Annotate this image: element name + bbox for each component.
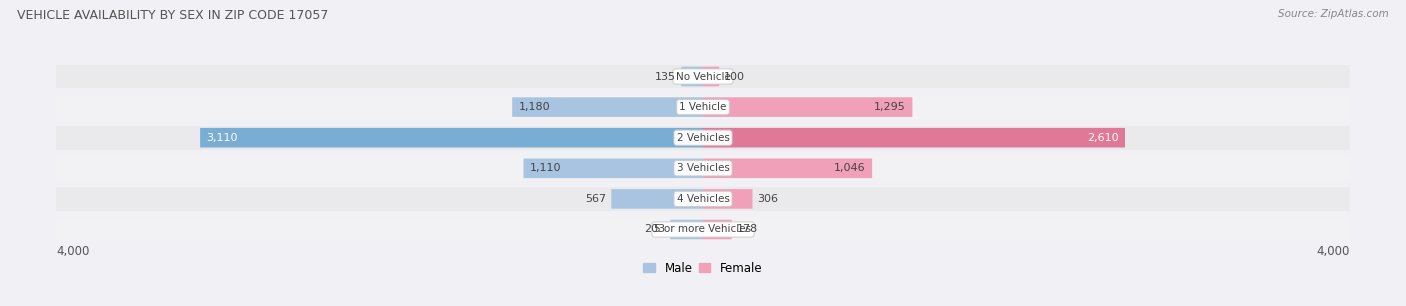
Text: No Vehicle: No Vehicle — [675, 72, 731, 81]
Text: 2 Vehicles: 2 Vehicles — [676, 133, 730, 143]
Bar — [56, 65, 1350, 88]
Text: 135: 135 — [655, 72, 676, 81]
FancyBboxPatch shape — [703, 97, 912, 117]
FancyBboxPatch shape — [681, 67, 703, 86]
Text: 1,046: 1,046 — [834, 163, 866, 173]
Text: 4,000: 4,000 — [56, 245, 90, 258]
Bar — [56, 156, 1350, 180]
FancyBboxPatch shape — [703, 159, 872, 178]
FancyBboxPatch shape — [200, 128, 703, 147]
Text: 567: 567 — [585, 194, 606, 204]
Text: 203: 203 — [644, 225, 665, 234]
FancyBboxPatch shape — [512, 97, 703, 117]
Text: 2,610: 2,610 — [1087, 133, 1119, 143]
Text: 1,180: 1,180 — [519, 102, 550, 112]
Text: 178: 178 — [737, 225, 758, 234]
Text: 3 Vehicles: 3 Vehicles — [676, 163, 730, 173]
Bar — [56, 187, 1350, 211]
Text: 3,110: 3,110 — [207, 133, 238, 143]
FancyBboxPatch shape — [703, 67, 720, 86]
Text: 306: 306 — [758, 194, 779, 204]
Bar — [56, 218, 1350, 241]
FancyBboxPatch shape — [523, 159, 703, 178]
Legend: Male, Female: Male, Female — [638, 257, 768, 279]
FancyBboxPatch shape — [703, 189, 752, 209]
Bar — [56, 126, 1350, 150]
FancyBboxPatch shape — [671, 220, 703, 239]
Text: 4 Vehicles: 4 Vehicles — [676, 194, 730, 204]
Text: 4,000: 4,000 — [1316, 245, 1350, 258]
Text: Source: ZipAtlas.com: Source: ZipAtlas.com — [1278, 9, 1389, 19]
Text: 1,110: 1,110 — [530, 163, 561, 173]
FancyBboxPatch shape — [703, 128, 1125, 147]
Text: 5 or more Vehicles: 5 or more Vehicles — [654, 225, 752, 234]
Text: 1 Vehicle: 1 Vehicle — [679, 102, 727, 112]
Text: 1,295: 1,295 — [875, 102, 905, 112]
FancyBboxPatch shape — [612, 189, 703, 209]
Bar — [56, 95, 1350, 119]
Text: 100: 100 — [724, 72, 745, 81]
FancyBboxPatch shape — [703, 220, 731, 239]
Text: VEHICLE AVAILABILITY BY SEX IN ZIP CODE 17057: VEHICLE AVAILABILITY BY SEX IN ZIP CODE … — [17, 9, 328, 22]
